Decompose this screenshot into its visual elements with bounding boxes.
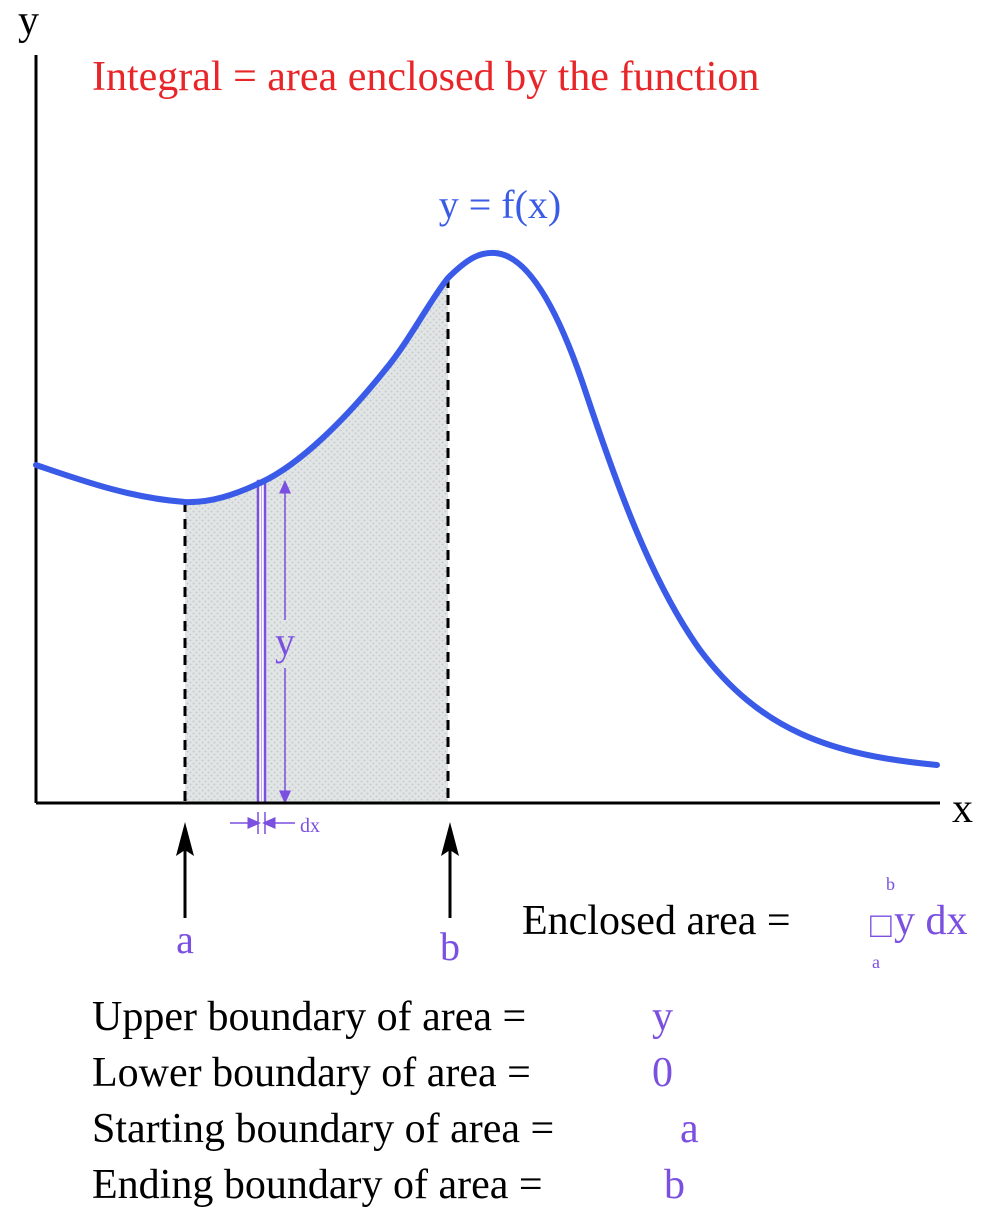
boundary-end-value: b [664,1162,685,1208]
formula-integral-symbol: □ [870,905,892,945]
diagram-title: Integral = area enclosed by the function [92,54,759,100]
limit-b-arrowhead [441,822,459,856]
y-axis-label: y [18,0,39,44]
boundary-end-label: Ending boundary of area = [92,1162,543,1208]
x-axis-label: x [952,786,973,832]
strip-height-label: y [275,619,295,664]
formula-prefix: Enclosed area = [522,898,791,944]
boundary-lower-value: 0 [652,1050,673,1096]
formula-integrand: y dx [894,898,968,944]
curve-label: y = f(x) [439,182,562,227]
boundary-start-value: a [680,1106,699,1152]
limit-a-label: a [176,917,194,962]
dx-label: dx [300,815,320,837]
limit-a-arrowhead [176,822,194,856]
formula-upper-limit: b [886,874,895,894]
boundary-upper-label: Upper boundary of area = [92,994,527,1040]
boundary-lower-label: Lower boundary of area = [92,1050,531,1096]
function-curve [33,249,940,768]
enclosed-area [185,278,448,803]
boundary-start-label: Starting boundary of area = [92,1106,555,1152]
limit-b-label: b [440,924,460,969]
formula-lower-limit: a [872,952,880,972]
boundary-upper-value: y [652,994,673,1040]
